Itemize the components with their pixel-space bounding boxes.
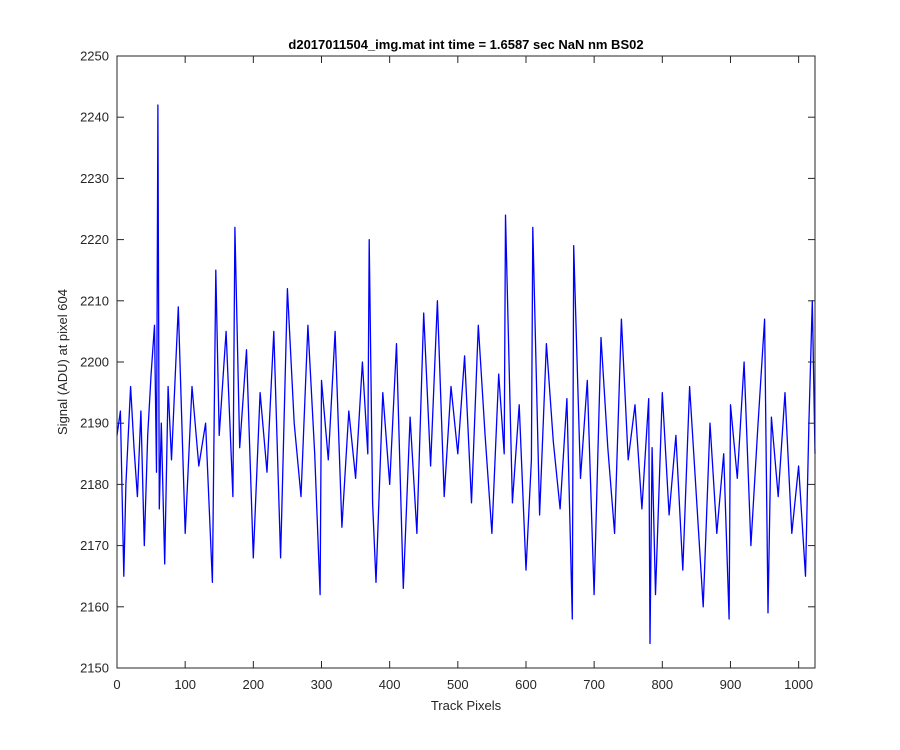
x-tick-label: 700 <box>583 677 605 692</box>
y-tick-label: 2200 <box>80 355 109 370</box>
chart-title: d2017011504_img.mat int time = 1.6587 se… <box>288 37 643 52</box>
x-tick-label: 500 <box>447 677 469 692</box>
y-tick-label: 2170 <box>80 538 109 553</box>
signal-line <box>116 104 816 645</box>
plot-area <box>117 56 815 668</box>
y-tick-label: 2250 <box>80 49 109 64</box>
x-tick-label: 400 <box>379 677 401 692</box>
y-tick-label: 2230 <box>80 171 109 186</box>
y-tick-label: 2220 <box>80 232 109 247</box>
x-tick-label: 100 <box>174 677 196 692</box>
x-tick-label: 1000 <box>784 677 813 692</box>
y-tick-label: 2190 <box>80 416 109 431</box>
x-tick-label: 600 <box>515 677 537 692</box>
x-tick-label: 900 <box>720 677 742 692</box>
x-tick-label: 800 <box>651 677 673 692</box>
y-tick-label: 2240 <box>80 110 109 125</box>
y-tick-label: 2150 <box>80 661 109 676</box>
series-layer <box>116 104 816 645</box>
y-tick-label: 2210 <box>80 293 109 308</box>
x-tick-label: 300 <box>311 677 333 692</box>
x-tick-label: 200 <box>242 677 264 692</box>
axes-box <box>116 55 816 669</box>
x-tick-label: 0 <box>113 677 120 692</box>
ticks-layer: 0 100 200 300 400 500 600 700 800 900 1000 2150 2160… <box>80 49 815 692</box>
x-axis-label: Track Pixels <box>431 698 502 713</box>
y-tick-label: 2160 <box>80 599 109 614</box>
y-tick-label: 2180 <box>80 477 109 492</box>
y-axis-label: Signal (ADU) at pixel 604 <box>55 289 70 435</box>
